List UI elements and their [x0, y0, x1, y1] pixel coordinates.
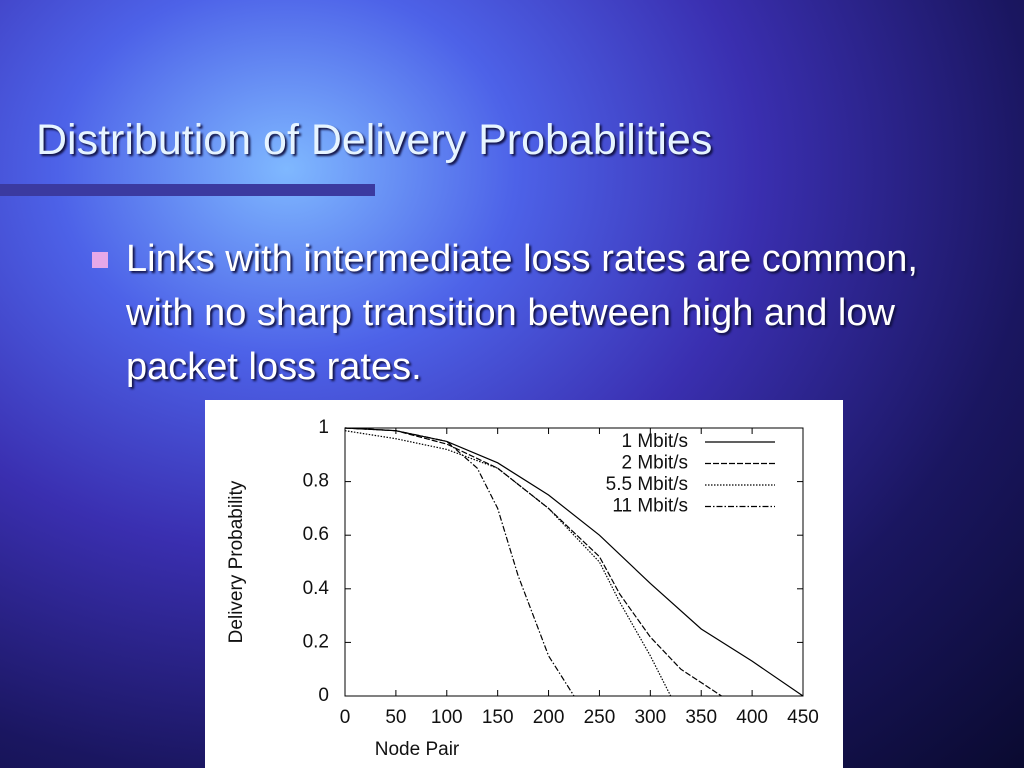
x-tick-label: 300	[634, 707, 666, 728]
bullet-text: Links with intermediate loss rates are c…	[126, 238, 918, 388]
x-tick-label: 400	[736, 707, 768, 728]
y-tick-label: 0.8	[303, 471, 329, 492]
y-axis-label: Delivery Probability	[226, 480, 247, 643]
slide-title: Distribution of Delivery Probabilities	[36, 116, 713, 164]
x-tick-label: 100	[431, 707, 463, 728]
x-tick-label: 350	[685, 707, 717, 728]
legend-label: 5.5 Mbit/s	[606, 474, 688, 495]
bullet-marker	[92, 252, 108, 268]
chart: Node Pair Delivery Probability 0 50 100 150…	[205, 400, 843, 768]
series-line	[344, 430, 672, 697]
x-tick-label: 150	[482, 707, 514, 728]
title-rule	[0, 184, 375, 196]
x-tick-label: 0	[340, 707, 351, 728]
x-tick-label: 250	[584, 707, 616, 728]
y-tick-label: 0.4	[303, 578, 330, 599]
x-tick-label: 200	[533, 707, 565, 728]
series-line	[344, 427, 575, 697]
x-axis-label: Node Pair	[375, 739, 460, 760]
series-line	[344, 427, 804, 697]
y-tick-label: 0.6	[303, 524, 329, 545]
y-tick-label: 1	[318, 417, 329, 438]
x-tick-label: 450	[787, 707, 819, 728]
y-tick-label: 0	[318, 685, 329, 706]
legend-label: 11 Mbit/s	[612, 496, 688, 517]
x-tick-label: 50	[385, 707, 406, 728]
plot-frame	[344, 427, 804, 697]
legend-label: 1 Mbit/s	[621, 431, 688, 452]
series-line	[344, 427, 722, 697]
legend-label: 2 Mbit/s	[621, 453, 688, 474]
y-tick-label: 0.2	[303, 631, 329, 652]
